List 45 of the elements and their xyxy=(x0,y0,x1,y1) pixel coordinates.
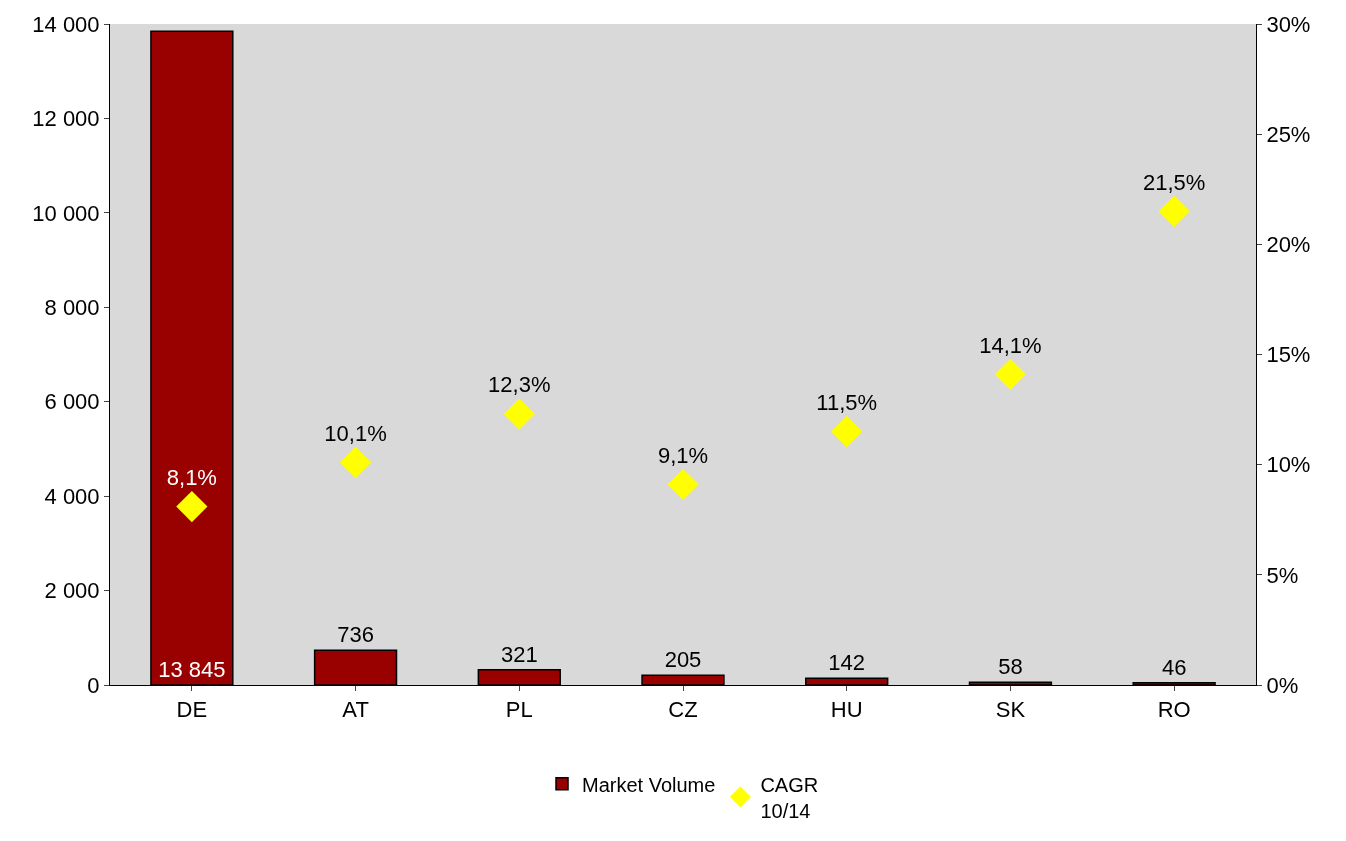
point xyxy=(831,416,863,448)
data-label: 11,5% xyxy=(816,390,878,416)
point xyxy=(994,358,1027,390)
point xyxy=(176,490,208,523)
x-tick-label: SK xyxy=(995,697,1026,723)
x-tick-label: HU xyxy=(830,697,863,723)
data-label: 14,1% xyxy=(979,332,1042,358)
data-label: 8,1% xyxy=(166,465,217,491)
y2-tick-label: 10% xyxy=(1266,452,1311,478)
data-label: 10,1% xyxy=(324,420,387,446)
y-tick-label: 8 000 xyxy=(44,294,100,320)
y2-tick-label: 20% xyxy=(1266,232,1311,258)
x-tick-label: CZ xyxy=(668,697,698,723)
x-tick-label: RO xyxy=(1157,697,1191,723)
x-tick-label: DE xyxy=(176,697,208,723)
x-tick-label: PL xyxy=(505,697,533,723)
point xyxy=(503,398,535,430)
y-tick-label: 2 000 xyxy=(44,578,100,604)
data-label: 13 845 xyxy=(158,657,226,682)
y-tick-label: 0 xyxy=(87,672,100,698)
y2-tick-label: 15% xyxy=(1266,342,1311,368)
data-label: 142 xyxy=(828,650,866,676)
data-label: 12,3% xyxy=(488,372,551,398)
data-label: 21,5% xyxy=(1142,169,1206,195)
data-label: 46 xyxy=(1161,654,1187,680)
y2-tick-label: 5% xyxy=(1266,562,1299,588)
y-tick-label: 4 000 xyxy=(44,483,100,509)
y2-tick-label: 30% xyxy=(1266,11,1311,37)
y2-tick-label: 25% xyxy=(1266,121,1311,147)
y-tick-label: 10 000 xyxy=(32,200,100,226)
y-tick-label: 12 000 xyxy=(32,106,100,132)
y-tick-label: 6 000 xyxy=(44,389,100,415)
legend-label: CAGR 10/14 xyxy=(760,773,819,822)
data-label: 736 xyxy=(337,622,374,648)
data-label: 205 xyxy=(664,647,702,673)
x-tick-label: AT xyxy=(342,697,369,723)
data-label: 58 xyxy=(998,654,1023,680)
point xyxy=(667,468,699,501)
point xyxy=(1158,195,1190,227)
point xyxy=(339,446,372,479)
y-tick-label: 14 000 xyxy=(32,11,100,37)
y2-tick-label: 0% xyxy=(1266,672,1299,698)
data-label: 9,1% xyxy=(657,443,709,468)
legend-label: Market Volume xyxy=(582,773,716,796)
data-label: 321 xyxy=(500,641,538,667)
